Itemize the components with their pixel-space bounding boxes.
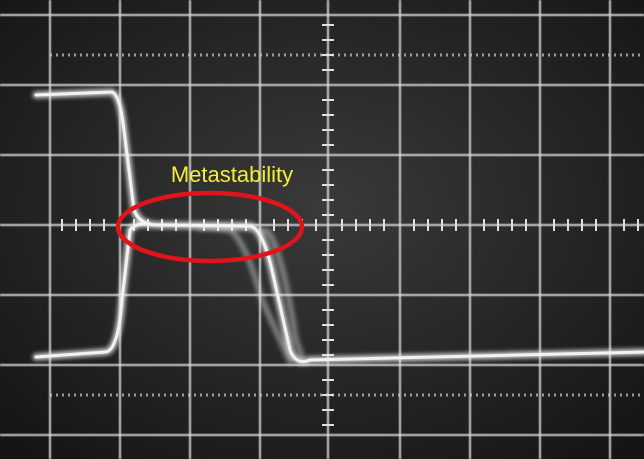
annotation-label: Metastability xyxy=(171,162,293,187)
oscilloscope-photo: Metastability xyxy=(0,0,644,459)
page: Metastability (() => { const data = JSON… xyxy=(0,0,644,459)
screen-background xyxy=(0,0,644,459)
